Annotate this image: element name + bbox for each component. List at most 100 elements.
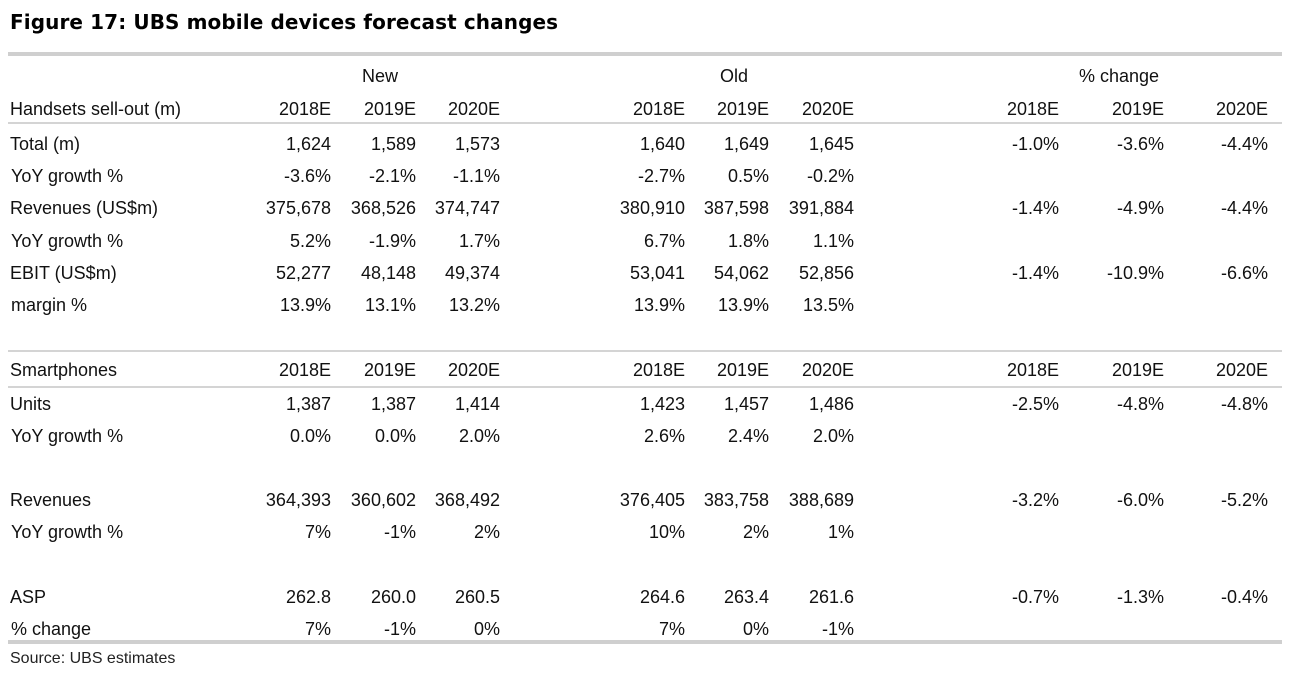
- table-row: YoY growth % 7% -1% 2% 10% 2% 1%: [0, 522, 1292, 554]
- value-cell: 262.8: [285, 587, 331, 607]
- year-header-cell: 2018E: [278, 99, 331, 119]
- value-cell: 7%: [304, 619, 331, 639]
- value-cell: 10%: [648, 522, 685, 542]
- row-label: % change: [11, 619, 92, 639]
- table-row: % change 7% -1% 0% 7% 0% -1%: [0, 619, 1292, 651]
- value-cell: 48,148: [360, 263, 416, 283]
- value-cell: 388,689: [788, 490, 854, 510]
- value-cell: 1,573: [454, 134, 500, 154]
- value-cell: 1,414: [454, 394, 500, 414]
- table-row: margin % 13.9% 13.1% 13.2% 13.9% 13.9% 13.5%: [0, 295, 1292, 327]
- table-row: YoY growth % 0.0% 0.0% 2.0% 2.6% 2.4% 2.0%: [0, 426, 1292, 458]
- row-label: YoY growth %: [11, 426, 124, 446]
- value-cell: -4.8%: [1220, 394, 1268, 414]
- value-cell: 1,624: [285, 134, 331, 154]
- value-cell: -4.8%: [1116, 394, 1164, 414]
- value-cell: 260.0: [370, 587, 416, 607]
- value-cell: -1%: [383, 619, 416, 639]
- value-cell: 2.6%: [643, 426, 685, 446]
- value-cell: 391,884: [788, 198, 854, 218]
- value-cell: -4.4%: [1220, 198, 1268, 218]
- value-cell: -6.0%: [1116, 490, 1164, 510]
- value-cell: 7%: [658, 619, 685, 639]
- table-row: Revenues 364,393 360,602 368,492 376,405 383,…: [0, 490, 1292, 522]
- value-cell: -3.2%: [1011, 490, 1059, 510]
- value-cell: -2.7%: [637, 166, 685, 186]
- value-cell: 360,602: [350, 490, 416, 510]
- year-header-cell: 2018E: [278, 360, 331, 380]
- value-cell: 49,374: [444, 263, 500, 283]
- value-cell: 0.0%: [289, 426, 331, 446]
- value-cell: 53,041: [629, 263, 685, 283]
- group-label-pct-change: % change: [1078, 66, 1160, 86]
- value-cell: 2%: [742, 522, 769, 542]
- header-rule-smartphones: [8, 386, 1282, 388]
- year-header-cell: 2020E: [801, 99, 854, 119]
- row-label: margin %: [11, 295, 88, 315]
- value-cell: 1,645: [808, 134, 854, 154]
- value-cell: 1,589: [370, 134, 416, 154]
- value-cell: 1.7%: [458, 231, 500, 251]
- value-cell: 364,393: [265, 490, 331, 510]
- table-row: Revenues (US$m) 375,678 368,526 374,747 380,…: [0, 198, 1292, 230]
- value-cell: 376,405: [619, 490, 685, 510]
- value-cell: -1%: [821, 619, 854, 639]
- value-cell: -10.9%: [1106, 263, 1164, 283]
- value-cell: 2.0%: [458, 426, 500, 446]
- year-header-cell: 2020E: [801, 360, 854, 380]
- row-label: Total (m): [10, 134, 81, 154]
- value-cell: 1.8%: [727, 231, 769, 251]
- value-cell: -1.9%: [368, 231, 416, 251]
- value-cell: 5.2%: [289, 231, 331, 251]
- table-header-row: Handsets sell-out (m) 2018E 2019E 2020E 2018…: [0, 99, 1292, 131]
- table-row: YoY growth % -3.6% -2.1% -1.1% -2.7% 0.5% -0.2…: [0, 166, 1292, 198]
- value-cell: -0.7%: [1011, 587, 1059, 607]
- value-cell: 368,492: [434, 490, 500, 510]
- year-header-cell: 2018E: [632, 99, 685, 119]
- header-rule-handsets: [8, 122, 1282, 124]
- value-cell: 54,062: [713, 263, 769, 283]
- value-cell: -3.6%: [1116, 134, 1164, 154]
- value-cell: -1%: [383, 522, 416, 542]
- value-cell: 13.1%: [364, 295, 416, 315]
- source-note: Source: UBS estimates: [10, 650, 176, 667]
- section-header-label: Smartphones: [10, 360, 118, 380]
- value-cell: 13.5%: [802, 295, 854, 315]
- year-header-cell: 2019E: [363, 99, 416, 119]
- value-cell: 7%: [304, 522, 331, 542]
- value-cell: -2.5%: [1011, 394, 1059, 414]
- value-cell: 1,486: [808, 394, 854, 414]
- value-cell: -3.6%: [283, 166, 331, 186]
- value-cell: -0.4%: [1220, 587, 1268, 607]
- top-rule: [8, 52, 1282, 56]
- year-header-cell: 2018E: [1006, 360, 1059, 380]
- value-cell: 1,423: [639, 394, 685, 414]
- year-header-cell: 2019E: [1111, 99, 1164, 119]
- value-cell: -4.9%: [1116, 198, 1164, 218]
- figure-title: Figure 17: UBS mobile devices forecast c…: [10, 10, 559, 34]
- value-cell: 375,678: [265, 198, 331, 218]
- value-cell: -1.0%: [1011, 134, 1059, 154]
- value-cell: -0.2%: [806, 166, 854, 186]
- row-label: ASP: [10, 587, 47, 607]
- value-cell: 13.2%: [448, 295, 500, 315]
- year-header-cell: 2020E: [447, 360, 500, 380]
- value-cell: 260.5: [454, 587, 500, 607]
- table-row: EBIT (US$m) 52,277 48,148 49,374 53,041 54,06…: [0, 263, 1292, 295]
- value-cell: 263.4: [723, 587, 769, 607]
- year-header-cell: 2020E: [447, 99, 500, 119]
- section-header-label: Handsets sell-out (m): [10, 99, 182, 119]
- value-cell: 1,640: [639, 134, 685, 154]
- group-label-old: Old: [719, 66, 748, 86]
- year-header-cell: 2019E: [363, 360, 416, 380]
- table-row: Units 1,387 1,387 1,414 1,423 1,457 1,486 -2.5%…: [0, 394, 1292, 426]
- value-cell: 1,649: [723, 134, 769, 154]
- value-cell: 2.0%: [812, 426, 854, 446]
- value-cell: 0%: [473, 619, 500, 639]
- bottom-rule: [8, 640, 1282, 644]
- value-cell: 2.4%: [727, 426, 769, 446]
- value-cell: 380,910: [619, 198, 685, 218]
- year-header-cell: 2020E: [1215, 99, 1268, 119]
- value-cell: -1.1%: [452, 166, 500, 186]
- value-cell: 2%: [473, 522, 500, 542]
